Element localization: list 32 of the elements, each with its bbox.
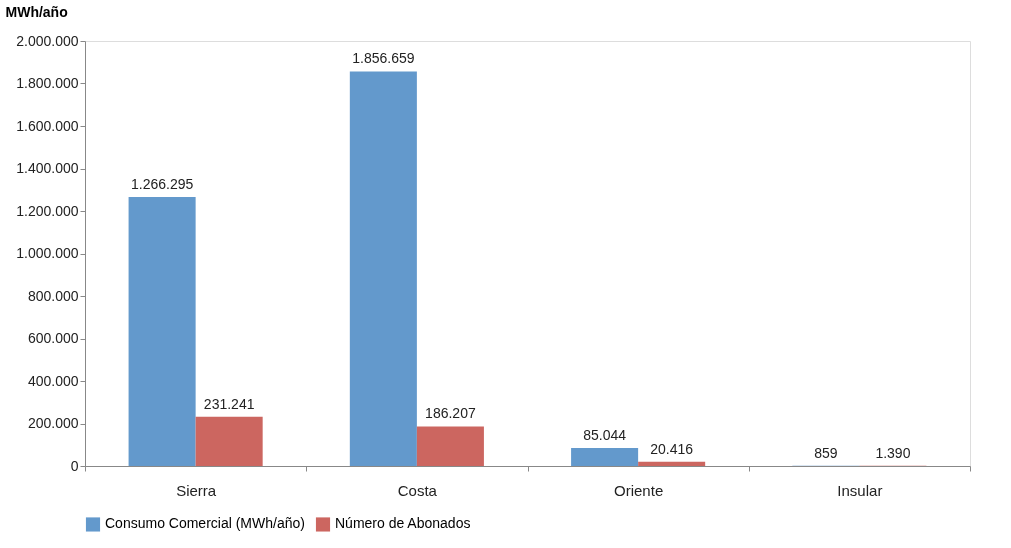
- data-label: 1.390: [875, 444, 911, 461]
- data-label: 186.207: [425, 405, 476, 422]
- x-tick-label: Oriente: [614, 481, 664, 499]
- y-tick-label: 800.000: [27, 287, 79, 304]
- bar: [128, 196, 196, 466]
- y-tick-label: 400.000: [27, 372, 79, 389]
- y-tick-label: 200.000: [27, 415, 79, 431]
- y-tick-label: 1.400.000: [16, 160, 79, 176]
- y-tick-label: 600.000: [27, 330, 79, 346]
- y-tick-label: 1.000.000: [16, 245, 79, 261]
- bar: [195, 416, 263, 466]
- y-tick-label: 1.200.000: [16, 202, 79, 219]
- data-label: 1.856.659: [352, 50, 415, 67]
- data-label: 231.241: [203, 395, 255, 412]
- bar: [571, 447, 639, 466]
- x-tick-label: Costa: [397, 481, 438, 499]
- data-label: 859: [814, 444, 838, 461]
- bar: [416, 426, 484, 466]
- legend-label: Consumo Comercial (MWh/año): [105, 515, 305, 532]
- y-tick-label: 1.600.000: [16, 117, 79, 134]
- data-label: 1.266.295: [130, 175, 194, 192]
- y-tick-label: 2.000.000: [16, 32, 79, 49]
- y-tick-label: 0: [70, 457, 79, 474]
- data-label: 85.044: [583, 426, 627, 443]
- x-tick-label: Sierra: [176, 481, 217, 499]
- x-tick-label: Insular: [837, 481, 883, 499]
- data-label: 20.416: [650, 440, 694, 457]
- bar: [349, 71, 417, 466]
- y-tick-label: 1.800.000: [16, 75, 79, 91]
- legend-label: Número de Abonados: [335, 515, 471, 532]
- bar: [638, 461, 706, 466]
- y-axis-title: MWh/año: [5, 3, 68, 20]
